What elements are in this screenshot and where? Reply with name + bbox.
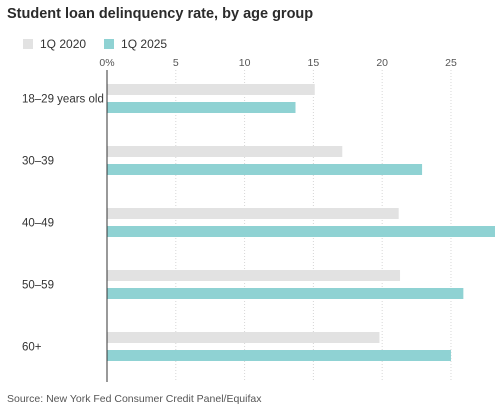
bar-1q-2025-4: [107, 350, 451, 361]
category-label-3: 50–59: [22, 280, 54, 292]
legend-item-1q-2020: 1Q 2020: [23, 37, 86, 51]
bar-1q-2025-2: [107, 226, 495, 237]
source-note: Source: New York Fed Consumer Credit Pan…: [7, 393, 262, 405]
x-tick-label-25: 25: [445, 57, 457, 69]
x-tick-label-15: 15: [308, 57, 320, 69]
x-tick-label-10: 10: [239, 57, 251, 69]
bar-1q-2020-0: [107, 84, 315, 95]
bar-1q-2025-3: [107, 288, 464, 299]
bar-1q-2025-1: [107, 164, 423, 175]
legend-swatch-1q-2020: [23, 39, 33, 49]
x-tick-label-20: 20: [376, 57, 388, 69]
x-tick-label-5: 5: [173, 57, 179, 69]
legend-label-1q-2020: 1Q 2020: [40, 37, 87, 51]
bar-1q-2020-4: [107, 332, 380, 343]
chart-title: Student loan delinquency rate, by age gr…: [7, 6, 314, 22]
legend-label-1q-2025: 1Q 2025: [121, 37, 168, 51]
legend-swatch-1q-2025: [104, 39, 115, 49]
bar-1q-2025-0: [107, 102, 296, 113]
legend-item-1q-2025: 1Q 2025: [104, 37, 167, 51]
bar-1q-2020-2: [107, 208, 399, 219]
legend: 1Q 2020 1Q 2025: [23, 37, 167, 51]
category-label-4: 60+: [22, 342, 42, 354]
bar-1q-2020-3: [107, 270, 401, 281]
category-label-1: 30–39: [22, 156, 54, 168]
category-label-0: 18–29 years old: [22, 94, 104, 106]
bar-1q-2020-1: [107, 146, 343, 157]
x-tick-label-0: 0%: [99, 57, 114, 69]
category-label-2: 40–49: [22, 218, 54, 230]
